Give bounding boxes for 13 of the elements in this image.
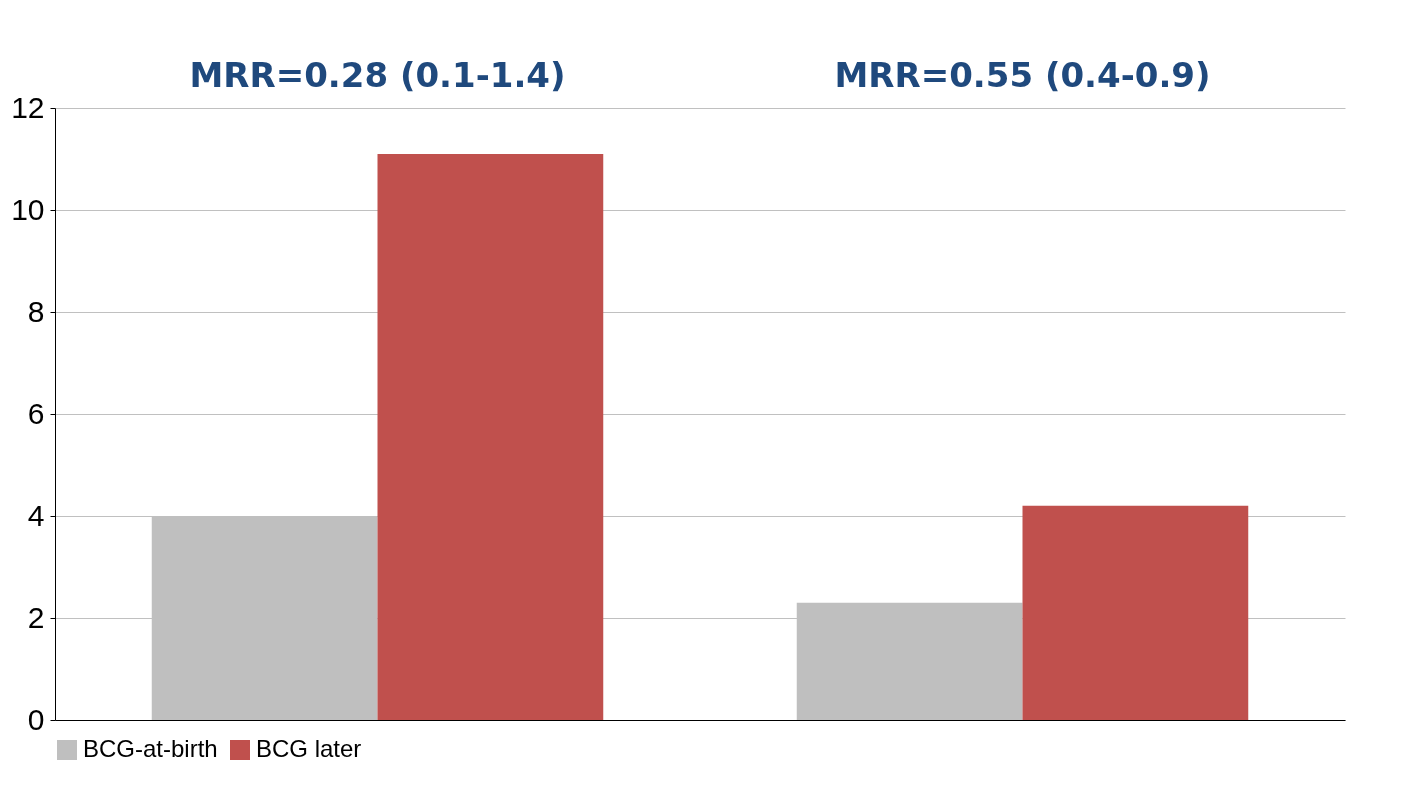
y-tick-label: 0 (27, 702, 45, 736)
legend-label: BCG-at-birth (83, 735, 218, 762)
legend-label: BCG later (256, 735, 362, 762)
y-tick-label: 4 (27, 498, 45, 532)
y-tick-label: 8 (27, 294, 45, 328)
y-tick-label: 2 (27, 600, 45, 634)
y-tick-label: 6 (27, 396, 45, 430)
bar (1022, 505, 1249, 720)
y-tick-label: 10 (11, 192, 45, 226)
bar (377, 153, 604, 720)
y-tick-label: 12 (11, 90, 45, 124)
text: MRR=0.55 (0.4-0.9) (834, 55, 1211, 95)
text: MRR=0.28 (0.1-1.4) (189, 55, 566, 95)
